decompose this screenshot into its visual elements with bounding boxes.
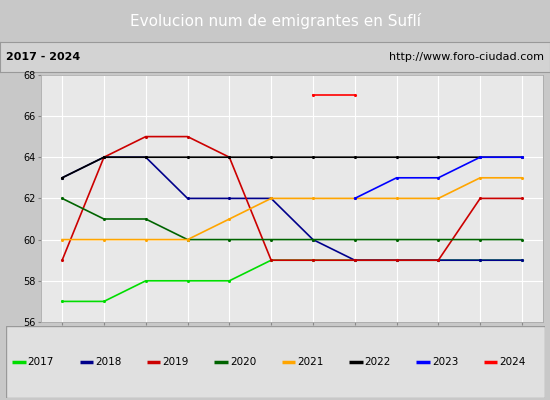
Text: 2019: 2019 (162, 357, 189, 367)
Text: 2022: 2022 (365, 357, 391, 367)
Text: 2020: 2020 (230, 357, 256, 367)
Text: Evolucion num de emigrantes en Suflí: Evolucion num de emigrantes en Suflí (129, 13, 421, 29)
Text: 2017 - 2024: 2017 - 2024 (6, 52, 80, 62)
Text: 2024: 2024 (499, 357, 526, 367)
FancyBboxPatch shape (6, 326, 544, 398)
Text: http://www.foro-ciudad.com: http://www.foro-ciudad.com (389, 52, 544, 62)
Text: 2017: 2017 (28, 357, 54, 367)
Text: 2018: 2018 (95, 357, 122, 367)
Text: 2023: 2023 (432, 357, 458, 367)
Text: 2021: 2021 (297, 357, 323, 367)
